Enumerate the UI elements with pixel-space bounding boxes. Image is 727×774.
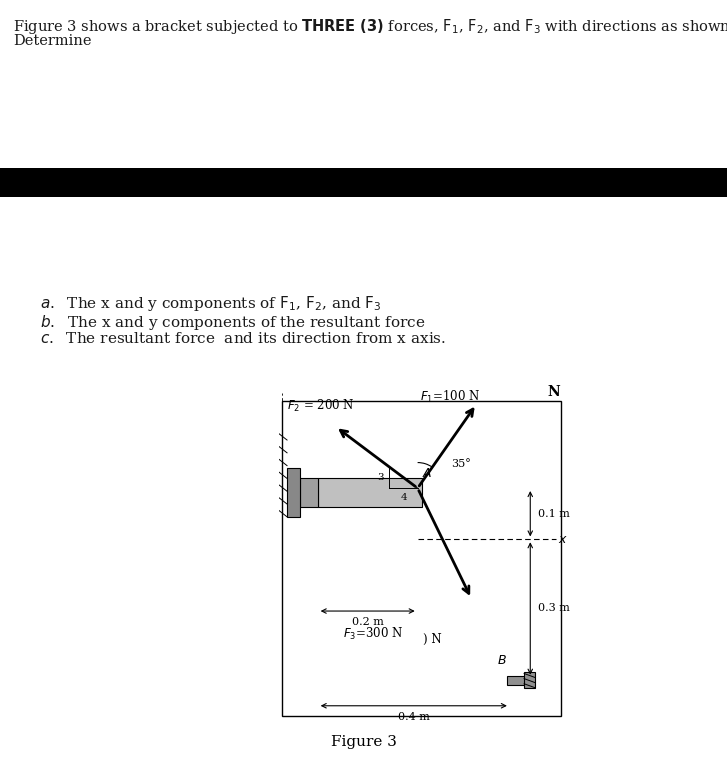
Text: 0.4 m: 0.4 m [398, 712, 430, 722]
Text: ) N: ) N [422, 632, 441, 646]
Text: $\it{b.}$  The x and y components of the resultant force: $\it{b.}$ The x and y components of the … [40, 313, 425, 332]
Bar [524, 673, 535, 688]
Bar [318, 478, 422, 507]
Bar [507, 676, 525, 685]
Text: 3: 3 [378, 473, 385, 482]
Text: $x$: $x$ [558, 533, 569, 546]
Text: $F_3$=300 N: $F_3$=300 N [343, 626, 403, 642]
Text: 0.3 m: 0.3 m [538, 604, 570, 614]
Bar [287, 467, 300, 517]
Text: 0.2 m: 0.2 m [352, 617, 384, 627]
Text: Determine: Determine [13, 34, 92, 48]
Text: Figure 3 shows a bracket subjected to $\bf{THREE\ (3)}$ forces, $\rm{F_1}$, $\rm: Figure 3 shows a bracket subjected to $\… [13, 17, 727, 36]
Text: 4: 4 [401, 493, 407, 502]
Text: 0.1 m: 0.1 m [538, 509, 570, 519]
Text: N: N [547, 385, 561, 399]
Text: $\it{a.}$  The x and y components of $\rm{F_1}$, $\rm{F_2}$, and $\rm{F_3}$: $\it{a.}$ The x and y components of $\rm… [40, 294, 382, 313]
Text: $B$: $B$ [497, 654, 507, 667]
Text: $\it{c.}$  The resultant force  and its direction from x axis.: $\it{c.}$ The resultant force and its di… [40, 331, 446, 346]
Text: $F_2$ = 200 N: $F_2$ = 200 N [287, 398, 355, 414]
Bar [300, 478, 318, 507]
Text: $A$: $A$ [422, 467, 432, 481]
Text: Figure 3: Figure 3 [331, 735, 396, 749]
Text: 35°: 35° [451, 458, 470, 468]
Text: $F_1$=100 N: $F_1$=100 N [420, 389, 480, 405]
Bar [0, 168, 727, 197]
